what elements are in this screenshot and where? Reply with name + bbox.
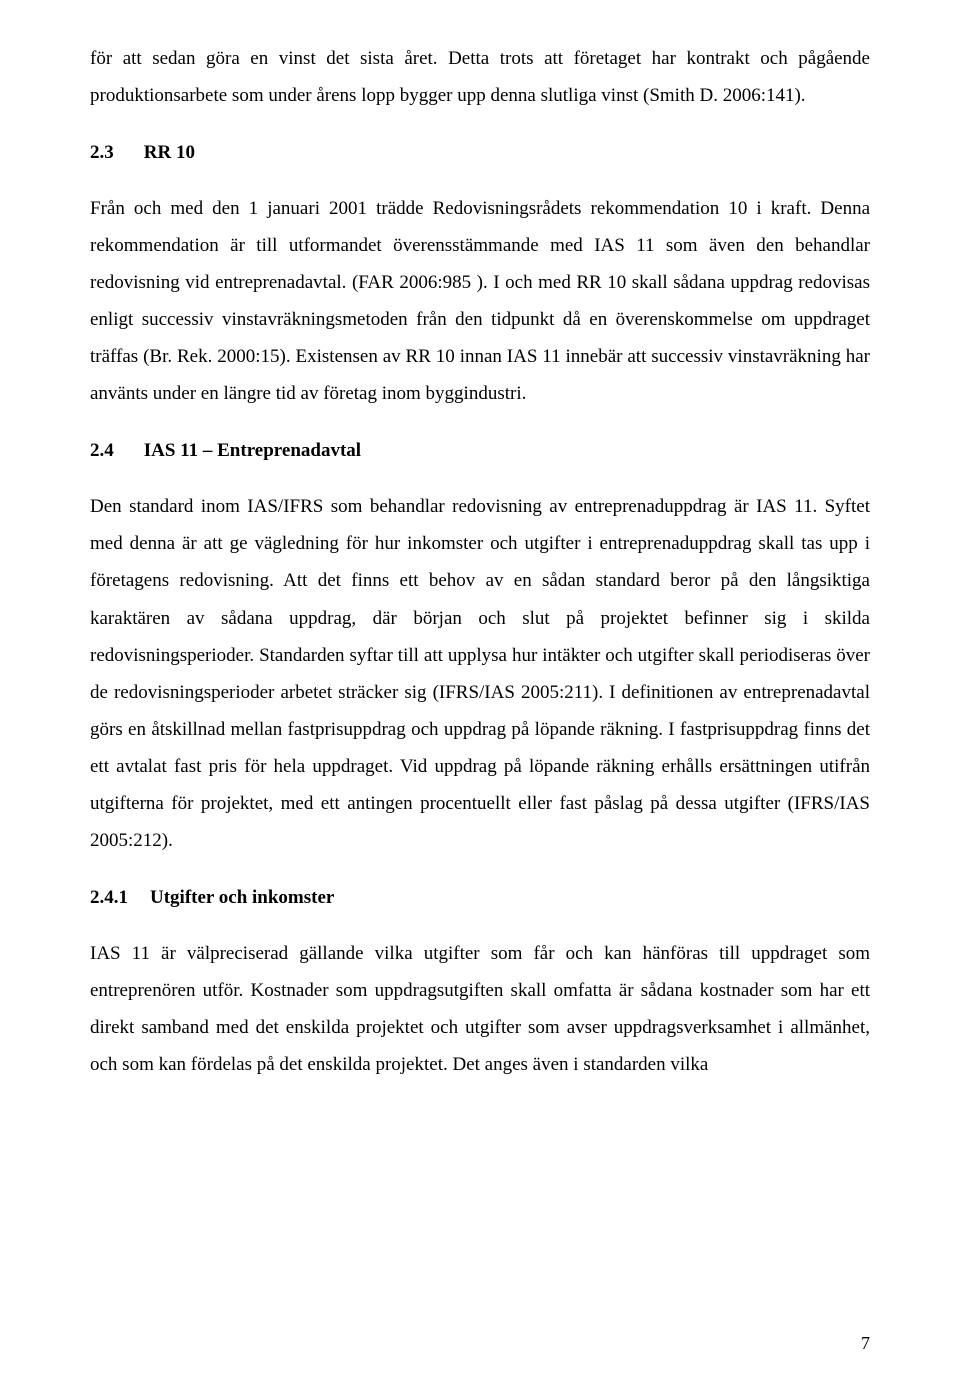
heading-number: 2.4: [90, 440, 114, 462]
heading-utgifter: 2.4.1 Utgifter och inkomster: [90, 887, 870, 909]
paragraph-utgifter: IAS 11 är välpreciserad gällande vilka u…: [90, 935, 870, 1083]
heading-title: IAS 11 – Entreprenadavtal: [144, 440, 361, 461]
paragraph-ias11: Den standard inom IAS/IFRS som behandlar…: [90, 488, 870, 858]
heading-number: 2.4.1: [90, 887, 128, 909]
document-page: för att sedan göra en vinst det sista år…: [0, 0, 960, 1384]
heading-number: 2.3: [90, 142, 114, 164]
heading-title: Utgifter och inkomster: [150, 887, 334, 908]
paragraph-rr10: Från och med den 1 januari 2001 trädde R…: [90, 190, 870, 412]
page-number: 7: [861, 1333, 870, 1354]
paragraph-intro: för att sedan göra en vinst det sista år…: [90, 40, 870, 114]
heading-rr10: 2.3 RR 10: [90, 142, 870, 164]
heading-title: RR 10: [144, 142, 195, 163]
heading-ias11: 2.4 IAS 11 – Entreprenadavtal: [90, 440, 870, 462]
